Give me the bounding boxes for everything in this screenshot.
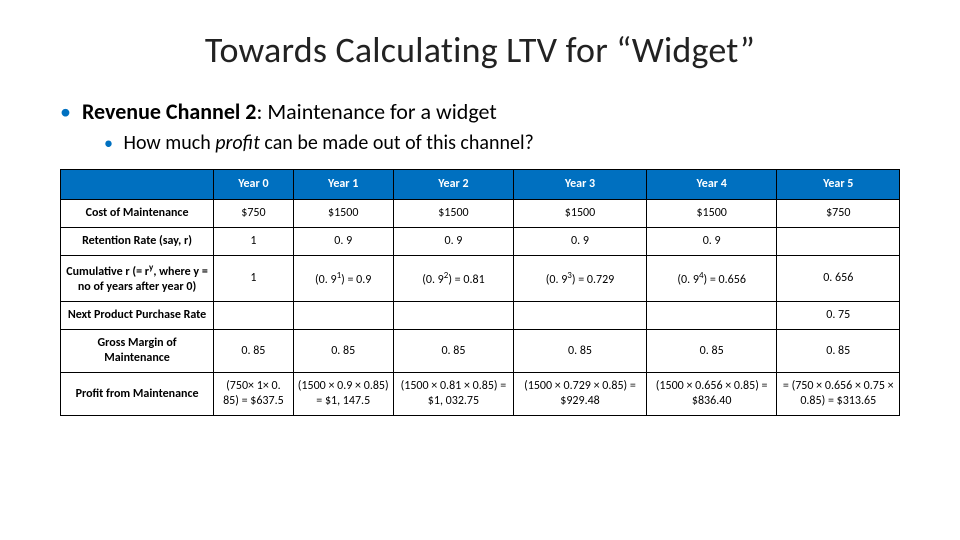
table-cell: 0. 9 [514, 228, 647, 256]
table-body: Cost of Maintenance$750$1500$1500$1500$1… [61, 200, 900, 416]
table-header-cell: Year 1 [293, 170, 393, 200]
table-row: Profit from Maintenance(750× 1× 0. 85) =… [61, 373, 900, 416]
table-row: Cumulative r (= ry, where y = no of year… [61, 256, 900, 302]
table-cell [393, 302, 513, 330]
slide-title: Towards Calculating LTV for “Widget” [60, 28, 900, 72]
table-header-cell: Year 0 [214, 170, 294, 200]
table-cell: (0. 93) = 0.729 [514, 256, 647, 302]
bullet-l1-lead: Revenue Channel 2 [82, 98, 257, 125]
table-cell: 0. 85 [214, 330, 294, 373]
table-header-cell [61, 170, 214, 200]
table-cell: (0. 94) = 0.656 [646, 256, 777, 302]
table-cell: (0. 91) = 0.9 [293, 256, 393, 302]
table-row: Gross Margin of Maintenance0. 850. 850. … [61, 330, 900, 373]
row-label: Cost of Maintenance [61, 200, 214, 228]
table-cell: 1 [214, 256, 294, 302]
table-cell: (1500 × 0.81 × 0.85) = $1, 032.75 [393, 373, 513, 416]
table-cell: (0. 92) = 0.81 [393, 256, 513, 302]
table-cell: 0. 85 [777, 330, 900, 373]
table-cell: 0. 9 [393, 228, 513, 256]
table-cell [646, 302, 777, 330]
bullet-level-1: • Revenue Channel 2: Maintenance for a w… [60, 98, 900, 125]
table-cell: $1500 [514, 200, 647, 228]
table-cell: $1500 [646, 200, 777, 228]
bullet-l1-rest: : Maintenance for a widget [256, 98, 496, 125]
table-cell: 0. 85 [646, 330, 777, 373]
bullet-dot-icon: • [60, 98, 71, 125]
table-header-cell: Year 3 [514, 170, 647, 200]
row-label: Profit from Maintenance [61, 373, 214, 416]
table-cell: $1500 [393, 200, 513, 228]
table-row: Next Product Purchase Rate 0. 75 [61, 302, 900, 330]
table-cell: (1500 × 0.9 × 0.85) = $1, 147.5 [293, 373, 393, 416]
table-cell: (750× 1× 0. 85) = $637.5 [214, 373, 294, 416]
table-cell: $750 [214, 200, 294, 228]
table-cell: 0. 85 [293, 330, 393, 373]
row-label: Retention Rate (say, r) [61, 228, 214, 256]
table-row: Retention Rate (say, r)10. 90. 90. 90. 9 [61, 228, 900, 256]
slide: Towards Calculating LTV for “Widget” • R… [0, 0, 960, 540]
table-header-cell: Year 5 [777, 170, 900, 200]
row-label: Next Product Purchase Rate [61, 302, 214, 330]
row-label: Gross Margin of Maintenance [61, 330, 214, 373]
table-cell: 0. 656 [777, 256, 900, 302]
ltv-table: Year 0 Year 1 Year 2 Year 3 Year 4 Year … [60, 169, 900, 416]
bullet-level-2: • How much profit can be made out of thi… [104, 131, 900, 155]
table-cell [514, 302, 647, 330]
table-cell: $750 [777, 200, 900, 228]
bullet-dot-icon: • [104, 132, 113, 154]
table-cell: 0. 85 [514, 330, 647, 373]
table-header-row: Year 0 Year 1 Year 2 Year 3 Year 4 Year … [61, 170, 900, 200]
table-header-cell: Year 4 [646, 170, 777, 200]
table-cell: 0. 9 [293, 228, 393, 256]
table-cell: 1 [214, 228, 294, 256]
table-cell: $1500 [293, 200, 393, 228]
table-cell [293, 302, 393, 330]
bullet-l2-italic: profit [215, 131, 260, 155]
bullet-l2-a: How much [124, 131, 216, 155]
table-cell [214, 302, 294, 330]
table-cell: 0. 9 [646, 228, 777, 256]
table-cell [777, 228, 900, 256]
bullet-l2-b: can be made out of this channel? [260, 131, 534, 155]
table-cell: (1500 × 0.656 × 0.85) = $836.40 [646, 373, 777, 416]
table-cell: 0. 85 [393, 330, 513, 373]
table-cell: (1500 × 0.729 × 0.85) = $929.48 [514, 373, 647, 416]
table-cell: 0. 75 [777, 302, 900, 330]
table-row: Cost of Maintenance$750$1500$1500$1500$1… [61, 200, 900, 228]
table-header-cell: Year 2 [393, 170, 513, 200]
table-cell: = (750 × 0.656 × 0.75 × 0.85) = $313.65 [777, 373, 900, 416]
row-label: Cumulative r (= ry, where y = no of year… [61, 256, 214, 302]
